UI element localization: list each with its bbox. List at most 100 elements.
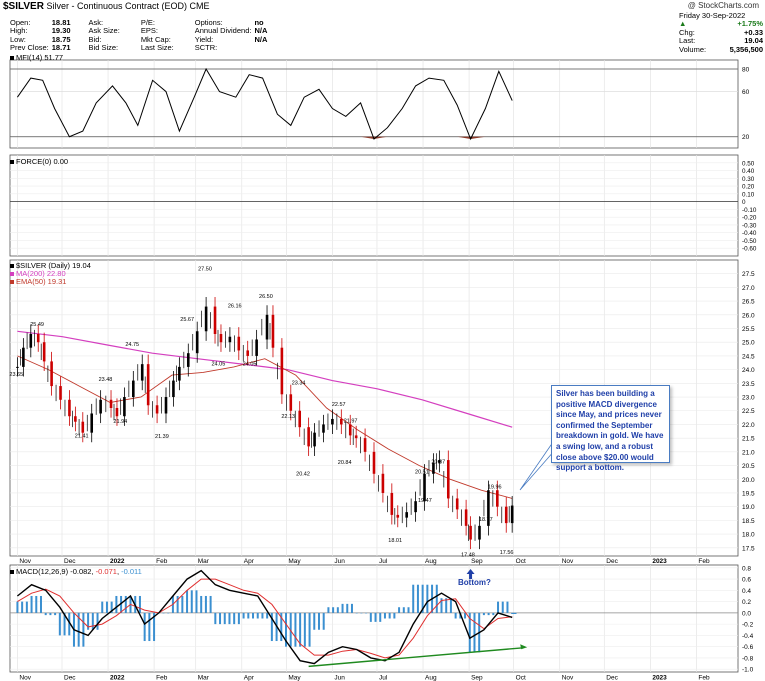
price-candle: [246, 350, 250, 356]
quote-label: P/E:: [140, 18, 155, 27]
price-label: 20.51: [415, 469, 429, 475]
macd-histogram-bar: [209, 595, 212, 613]
macd-histogram-bar: [261, 612, 264, 619]
x-tick-label: Jul: [379, 558, 388, 565]
price-candle: [423, 473, 426, 502]
price-candle: [132, 380, 135, 398]
price-candle: [155, 405, 159, 414]
price-candle: [123, 397, 126, 417]
macd-histogram-bar: [16, 601, 19, 613]
price-candle: [446, 460, 450, 499]
price-candle: [348, 424, 352, 436]
x-tick-label: 2023: [652, 675, 667, 681]
macd-histogram-bar: [497, 601, 500, 613]
legend-marker: [10, 272, 14, 277]
price-candle: [228, 336, 232, 343]
price-candle: [59, 386, 62, 400]
macd-histogram-bar: [412, 584, 415, 613]
y-tick-label: 20.5: [742, 463, 755, 470]
quote-value: 18.81: [51, 18, 71, 27]
price-candle: [487, 490, 490, 526]
symbol-description: Silver - Continuous Contract (EOD) CME: [46, 1, 210, 11]
x-tick-label: 2022: [110, 675, 125, 681]
price-candle: [363, 438, 367, 452]
macd-histogram-bar: [256, 612, 259, 619]
annotation-note: Silver has been building a positive MACD…: [551, 385, 670, 472]
macd-histogram-bar: [336, 607, 339, 613]
y-tick-label: -0.60: [742, 246, 757, 253]
price-candle: [237, 336, 241, 351]
macd-histogram-bar: [299, 612, 302, 647]
price-candle: [36, 334, 40, 343]
panel-frame-mfi: [9, 59, 739, 149]
y-tick-label: 18.5: [742, 518, 755, 525]
x-tick-label: Feb: [698, 558, 710, 565]
x-tick-label: Sep: [471, 558, 483, 565]
x-tick-label: Feb: [698, 675, 710, 681]
price-label: 17.56: [500, 550, 514, 556]
macd-histogram-bar: [501, 601, 504, 613]
x-tick-label: Aug: [425, 558, 437, 565]
macd-histogram-bar: [473, 612, 476, 653]
x-tick-label: Nov: [19, 558, 31, 565]
macd-histogram-bar: [63, 612, 66, 636]
price-candle: [340, 418, 343, 425]
y-tick-label: 21.5: [742, 436, 755, 443]
price-candle: [478, 525, 481, 540]
macd-histogram-bar: [280, 612, 283, 642]
quote-label: High:: [10, 26, 28, 36]
price-candle: [204, 306, 208, 332]
legend-marker: [10, 570, 14, 575]
macd-histogram-bar: [308, 612, 311, 647]
y-tick-label: 26.0: [742, 312, 755, 319]
macd-histogram-bar: [341, 603, 344, 613]
y-tick-label: 24.0: [742, 367, 755, 374]
price-candle: [16, 366, 19, 368]
change-percent: +1.75%: [737, 19, 763, 29]
price-candle: [313, 432, 316, 447]
price-candle: [390, 492, 394, 515]
price-candle: [42, 342, 46, 362]
macd-histogram-bar: [30, 595, 33, 613]
x-tick-label: Aug: [425, 675, 437, 681]
macd-histogram-bar: [393, 612, 396, 619]
price-candle: [164, 397, 168, 414]
macd-histogram-bar: [77, 612, 80, 647]
macd-histogram-bar: [350, 603, 353, 613]
macd-histogram-bar: [270, 612, 273, 642]
macd-histogram-bar: [369, 612, 372, 622]
y-tick-label: 18.0: [742, 532, 755, 539]
y-tick-label: -0.40: [742, 230, 757, 237]
price-candle: [195, 331, 199, 354]
x-tick-label: Apr: [244, 675, 255, 681]
macd-histogram-bar: [402, 607, 405, 613]
quote-label: Prev Close:: [10, 43, 49, 53]
y-tick-label: 26.5: [742, 299, 755, 306]
x-tick-label: Dec: [606, 558, 618, 565]
x-tick-label: May: [288, 558, 301, 565]
y-tick-label: 20.0: [742, 477, 755, 484]
price-candle: [255, 339, 258, 356]
price-candle: [265, 314, 269, 340]
quote-value: no: [254, 18, 264, 27]
divergence-arrowhead-icon: [520, 644, 528, 650]
macd-histogram-bar: [416, 584, 419, 613]
y-tick-label: 0.20: [742, 184, 755, 191]
quote-date: Friday 30-Sep-2022: [679, 11, 746, 20]
x-tick-label: Dec: [64, 558, 76, 565]
macd-histogram-bar: [58, 612, 61, 636]
quote-label: Bid:: [88, 34, 102, 44]
macd-legend: MACD(12,26,9) -0.082, -0.071, -0.011: [10, 567, 142, 576]
price-candle: [29, 334, 33, 348]
macd-histogram-bar: [101, 601, 104, 613]
macd-histogram-bar: [195, 590, 198, 613]
macd-histogram-bar: [407, 607, 410, 613]
macd-histogram-bar: [25, 601, 28, 613]
price-candle: [331, 418, 334, 425]
quote-label: Bid Size:: [88, 43, 119, 53]
price-candle: [219, 334, 223, 343]
price-candle: [271, 314, 275, 348]
price-candle: [372, 451, 376, 474]
price-candle: [99, 399, 102, 414]
price-label: 20.84: [338, 460, 352, 466]
